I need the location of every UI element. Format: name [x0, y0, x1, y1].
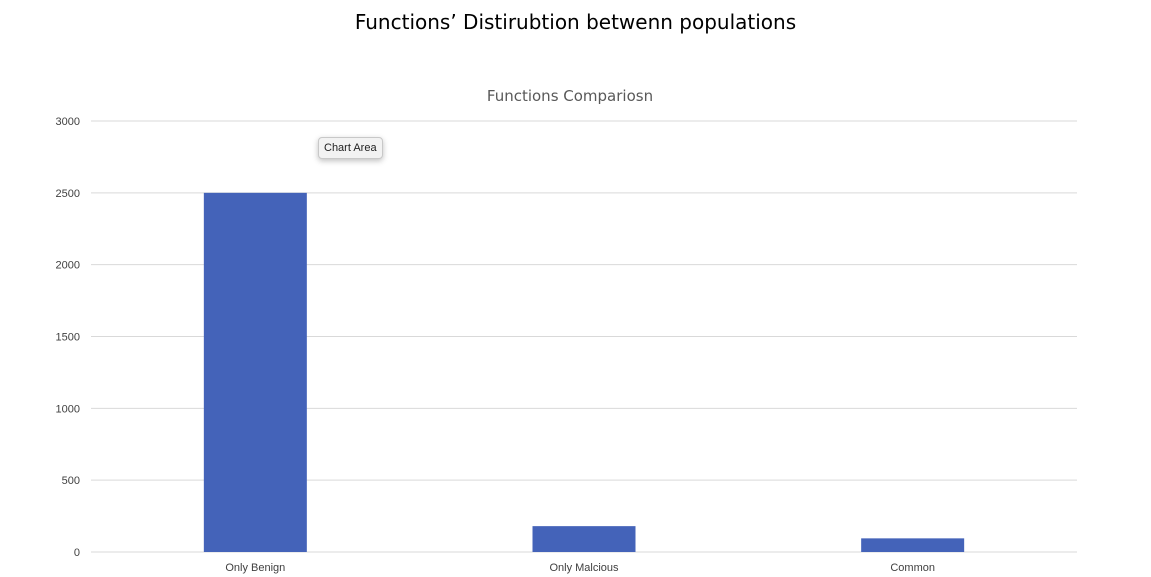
x-axis-ticks: Only Benign Only Malcious Common [225, 562, 935, 574]
y-tick-label: 500 [62, 475, 80, 487]
bars [203, 192, 965, 553]
chart-title: Functions Compariosn [487, 87, 653, 105]
y-tick-label: 3000 [56, 116, 80, 128]
bar-only-benign[interactable] [203, 192, 307, 553]
bar-common[interactable] [861, 538, 965, 552]
x-tick-label: Common [890, 562, 935, 574]
y-tick-label: 0 [74, 547, 80, 559]
y-tick-label: 1000 [56, 403, 80, 415]
bar-only-malcious[interactable] [532, 526, 636, 552]
x-tick-label: Only Malcious [549, 562, 619, 574]
x-tick-label: Only Benign [225, 562, 285, 574]
y-tick-label: 2000 [56, 260, 80, 272]
y-tick-label: 1500 [56, 332, 80, 344]
chart-area-tooltip: Chart Area [318, 137, 383, 159]
y-axis-ticks: 0 500 1000 1500 2000 2500 3000 [56, 116, 80, 559]
slide-title: Functions’ Distirubtion betwenn populati… [354, 10, 797, 34]
y-tick-label: 2500 [56, 188, 80, 200]
